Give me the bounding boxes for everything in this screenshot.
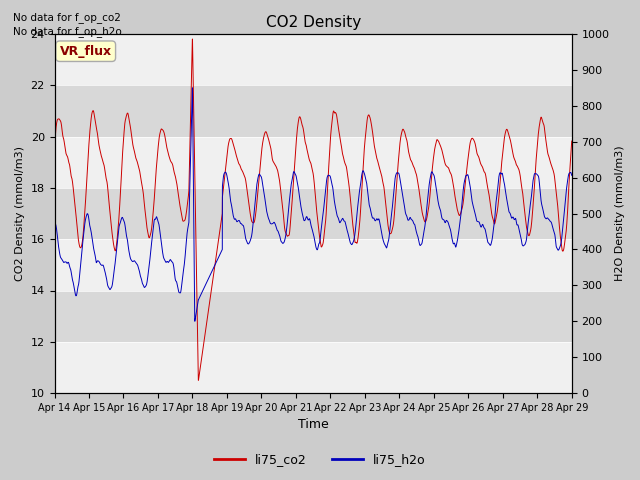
Text: No data for f_op_h2o: No data for f_op_h2o [13,26,122,37]
Bar [54,342,572,393]
Bar [54,188,572,239]
Y-axis label: CO2 Density (mmol/m3): CO2 Density (mmol/m3) [15,146,25,281]
Bar [54,34,572,85]
Title: CO2 Density: CO2 Density [266,15,361,30]
Bar [54,239,572,290]
Y-axis label: H2O Density (mmol/m3): H2O Density (mmol/m3) [615,146,625,281]
Bar [54,290,572,342]
Bar [54,137,572,188]
Legend: li75_co2, li75_h2o: li75_co2, li75_h2o [209,448,431,471]
Text: VR_flux: VR_flux [60,45,112,58]
Text: No data for f_op_co2: No data for f_op_co2 [13,12,121,23]
X-axis label: Time: Time [298,419,328,432]
Bar [54,85,572,137]
